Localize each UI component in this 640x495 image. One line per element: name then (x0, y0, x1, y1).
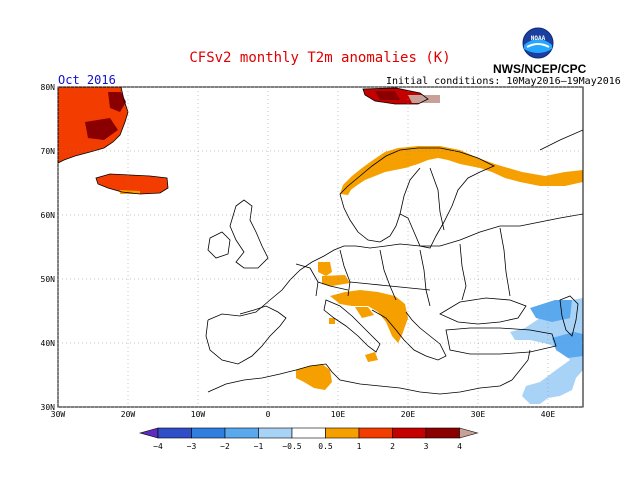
colorbar-segment (157, 427, 192, 439)
lat-tick-label: 60N (41, 211, 56, 220)
lon-tick-labels: 30W 20W 10W 0 10E 20E 30E 40E (51, 410, 556, 419)
lon-tick-label: 10E (331, 410, 346, 419)
lon-tick-label: 0 (266, 410, 271, 419)
coastlines (58, 87, 583, 395)
anomaly-area-adriatic (355, 307, 374, 318)
anomaly-area-svalbard-dark (375, 91, 400, 100)
lon-tick-label: 30W (51, 410, 66, 419)
lon-tick-label: 40E (541, 410, 556, 419)
anomaly-area-scandinavia (343, 146, 583, 192)
lon-tick-label: 20W (121, 410, 136, 419)
forecast-month: Oct 2016 (58, 73, 116, 87)
lat-tick-label: 80N (41, 83, 56, 92)
colorbar-label: −0.5 (282, 442, 301, 451)
colorbar-label: −3 (187, 442, 197, 451)
colorbar-label: −2 (220, 442, 230, 451)
anomaly-area-balkans (330, 290, 408, 343)
colorbar-segment (191, 427, 226, 439)
anomaly-area-sardinia (329, 318, 335, 324)
gridlines (57, 86, 583, 408)
colorbar-segment (358, 427, 393, 439)
logo-text: NOAA (531, 35, 546, 42)
lon-tick-label: 20E (401, 410, 416, 419)
colorbar-label: 1 (357, 442, 362, 451)
colorbar-segment (258, 427, 293, 439)
colorbar-label: 0.5 (318, 442, 333, 451)
lon-tick-label: 10W (191, 410, 206, 419)
colorbar-label: 3 (424, 442, 429, 451)
lat-tick-label: 30N (41, 403, 56, 412)
anomaly-area-sicily (365, 352, 378, 362)
lon-tick-label: 30E (471, 410, 486, 419)
anomaly-area-iceland (96, 174, 168, 194)
lat-tick-labels: 80N 70N 60N 50N 40N 30N (41, 83, 56, 412)
anomaly-area-greenland-dark2 (85, 118, 118, 140)
anomaly-area-svalbard-extreme (408, 95, 440, 103)
colorbar-segment (325, 427, 360, 439)
map-title: CFSv2 monthly T2m anomalies (K) (189, 50, 451, 66)
anomaly-area-greenland-dark (108, 92, 126, 112)
agency-label: NWS/NCEP/CPC (493, 62, 587, 76)
lat-tick-label: 50N (41, 275, 56, 284)
anomaly-area-alps (322, 275, 350, 286)
anomaly-area-iran-cool (552, 332, 583, 358)
initial-conditions: Initial conditions: 10May2016–19May2016 (386, 76, 621, 87)
colorbar-arrow-right (459, 427, 479, 439)
colorbar-segment (224, 427, 259, 439)
anomaly-shading (58, 87, 583, 404)
colorbar-label: −4 (153, 442, 163, 451)
lat-tick-label: 40N (41, 339, 56, 348)
colorbar-label: 4 (457, 442, 462, 451)
colorbar-segment (392, 427, 427, 439)
anomaly-area-scandi-south (340, 185, 352, 195)
lat-tick-label: 70N (41, 147, 56, 156)
colorbar-label: 2 (390, 442, 395, 451)
anomaly-area-caucasus-cool (530, 300, 572, 322)
anomaly-area-iceland-edge (120, 190, 140, 194)
colorbar-segment (425, 427, 460, 439)
colorbar: −4 −3 −2 −1 −0.5 0.5 1 2 3 4 (138, 427, 479, 451)
colorbar-segment (291, 427, 326, 439)
anomaly-area-tunisia (296, 364, 332, 390)
colorbar-label: −1 (254, 442, 264, 451)
map-frame (57, 86, 584, 408)
colorbar-arrow-left (138, 427, 159, 439)
noaa-logo-icon: NOAA (522, 27, 554, 59)
anomaly-area-france-east (318, 262, 332, 276)
